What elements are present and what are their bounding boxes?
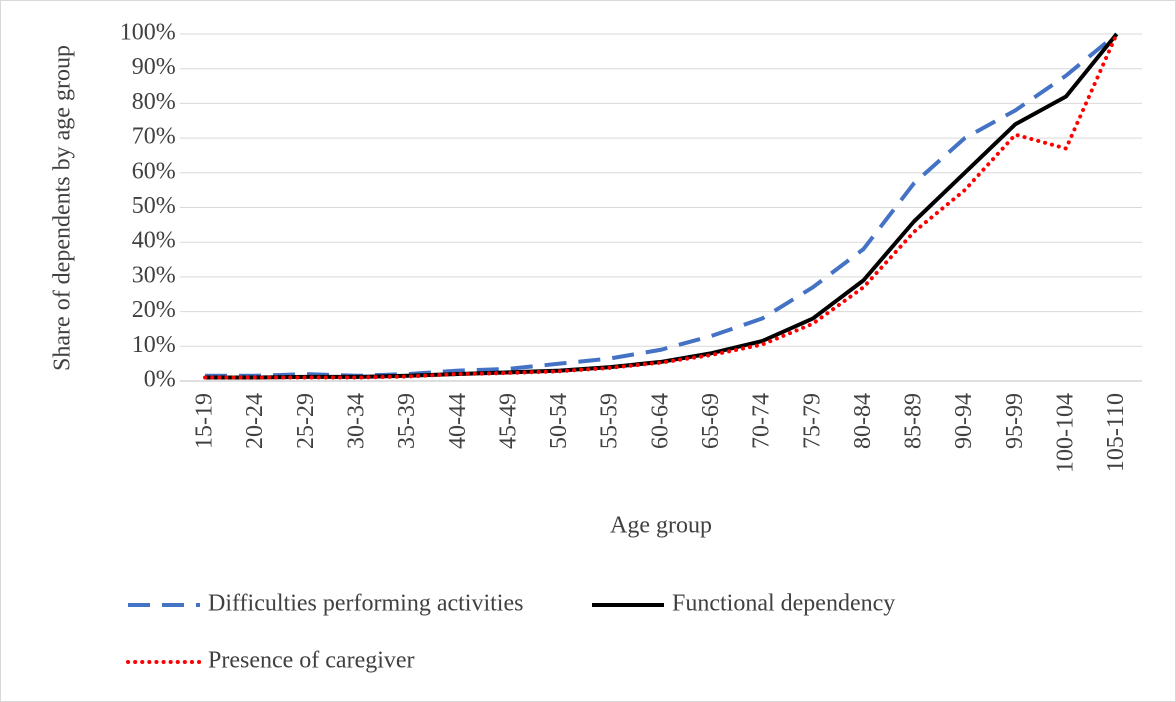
y-tick-label: 30%: [132, 262, 176, 288]
x-tick-label: 75-79: [799, 393, 825, 449]
x-tick-label: 15-19: [192, 393, 218, 449]
x-tick-label: 20-24: [242, 393, 268, 449]
y-tick-label: 90%: [132, 54, 176, 80]
y-tick-label: 10%: [132, 332, 176, 358]
x-tick-label: 25-29: [293, 393, 319, 449]
x-tick-label: 65-69: [698, 393, 724, 449]
x-tick-label: 30-34: [343, 393, 369, 449]
x-tick-label: 85-89: [901, 393, 927, 449]
x-tick-label: 35-39: [394, 393, 420, 449]
y-axis-title: Share of dependents by age group: [50, 45, 76, 371]
y-tick-label: 0%: [144, 367, 176, 393]
series-line: [205, 32, 1119, 380]
x-tick-label: 50-54: [546, 393, 572, 449]
legend-label: Presence of caregiver: [208, 648, 415, 674]
x-tick-label: 90-94: [951, 393, 977, 449]
y-tick-label: 60%: [132, 158, 176, 184]
x-tick-label: 55-59: [597, 393, 623, 449]
x-tick-label: 105-110: [1103, 393, 1129, 472]
y-tick-label: 40%: [132, 228, 176, 254]
series-line: [203, 32, 1119, 380]
x-tick-label: 80-84: [850, 393, 876, 449]
x-tick-label: 40-44: [445, 393, 471, 449]
x-tick-label: 45-49: [495, 393, 521, 449]
legend-label: Functional dependency: [672, 591, 895, 617]
x-tick-label: 95-99: [1002, 393, 1028, 449]
y-tick-label: 80%: [132, 89, 176, 115]
y-tick-label: 50%: [132, 193, 176, 219]
x-tick-label: 100-104: [1053, 393, 1079, 473]
legend-label: Difficulties performing activities: [208, 591, 523, 617]
x-axis-title: Age group: [610, 513, 712, 539]
x-tick-label: 70-74: [749, 393, 775, 449]
x-tick-label: 60-64: [647, 393, 673, 449]
y-tick-label: 70%: [132, 124, 176, 150]
y-tick-label: 20%: [132, 297, 176, 323]
y-tick-label: 100%: [120, 20, 176, 46]
